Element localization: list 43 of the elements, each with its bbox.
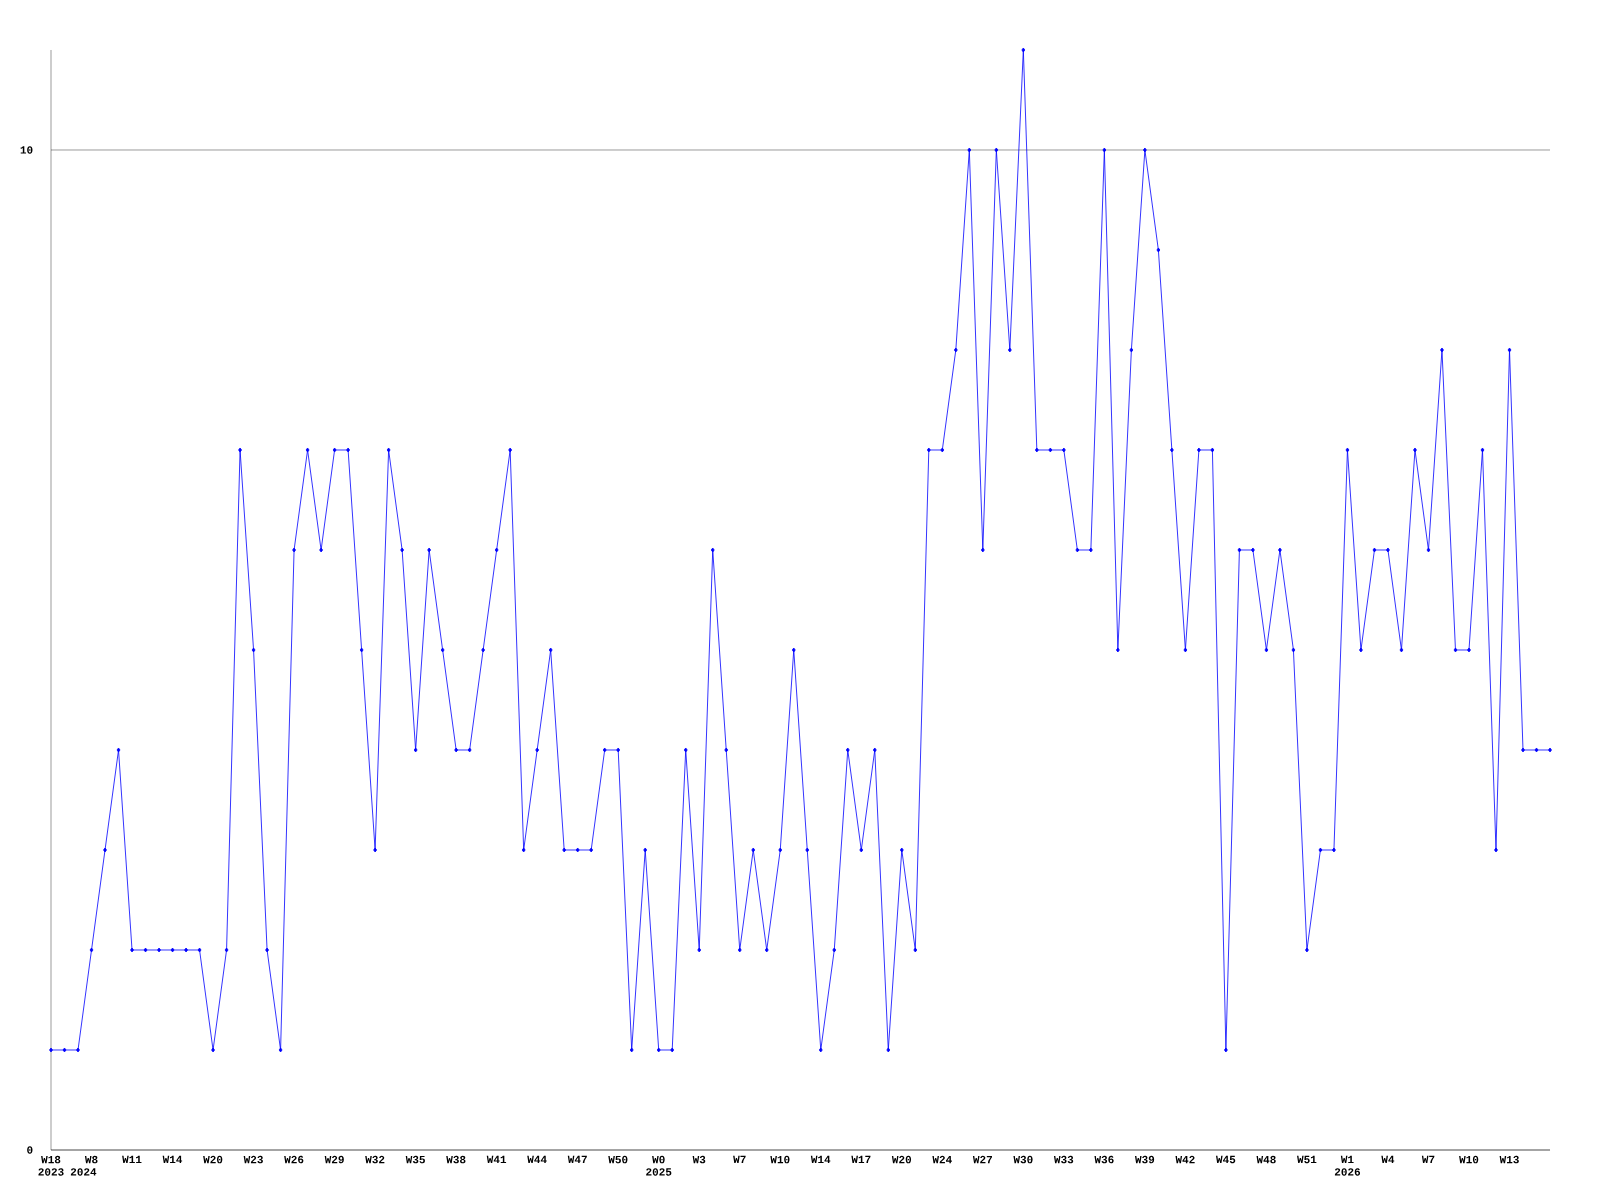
x-tick-label: W20 (203, 1155, 223, 1164)
x-tick-label: W29 (324, 1155, 344, 1164)
y-tick-label: 10 (20, 146, 33, 154)
x-tick-label: W24 (932, 1155, 952, 1164)
x-tick-label: W45 (1216, 1155, 1236, 1164)
x-tick-label: W26 (284, 1155, 304, 1164)
x-tick-label: W42 (1175, 1155, 1195, 1164)
x-tick-label: W4 (1381, 1155, 1395, 1164)
x-tick-label: W32 (365, 1155, 385, 1164)
x-tick-label: W51 (1297, 1155, 1317, 1164)
x-tick-label: W27 (972, 1155, 992, 1164)
x-tick-label: W50 (608, 1155, 628, 1164)
x-tick-label: W10 (1459, 1155, 1479, 1164)
x-tick-label: W30 (1013, 1155, 1033, 1164)
x-tick-label: W33 (1053, 1155, 1074, 1164)
x-tick-label: W35 (405, 1155, 425, 1164)
x-tick-label: W41 (486, 1155, 507, 1164)
x-tick-label: W39 (1134, 1155, 1155, 1164)
y-tick-label: 0 (27, 1146, 33, 1154)
x-tick-label: W36 (1094, 1155, 1114, 1164)
text: 2026 (1334, 1168, 1361, 1176)
x-tick-label: W10 (770, 1155, 790, 1164)
x-tick-label: W14 (162, 1155, 183, 1164)
x-tick-label: W3 (692, 1155, 706, 1164)
x-tick-label: W20 (891, 1155, 912, 1164)
text: 2023 (38, 1168, 64, 1176)
x-tick-label: W18 (41, 1155, 61, 1164)
text: 2025 (646, 1168, 672, 1176)
x-tick-label: W14 (810, 1155, 831, 1164)
x-tick-label: W13 (1499, 1155, 1519, 1164)
x-tick-label: W7 (1421, 1155, 1435, 1164)
x-tick-label: W11 (122, 1155, 142, 1164)
x-tick-label: W7 (733, 1155, 746, 1164)
x-tick-label: W17 (851, 1155, 871, 1164)
x-tick-label: W23 (243, 1155, 263, 1164)
x-tick-label: W44 (527, 1155, 547, 1164)
x-tick-label: W0 (652, 1155, 665, 1164)
x-tick-label: W1 (1340, 1155, 1354, 1164)
x-tick-label: W47 (567, 1155, 587, 1164)
x-tick-label: W38 (446, 1155, 466, 1164)
text: 2024 (70, 1168, 97, 1176)
x-tick-label: W8 (84, 1155, 98, 1164)
x-tick-label: W48 (1256, 1155, 1276, 1164)
